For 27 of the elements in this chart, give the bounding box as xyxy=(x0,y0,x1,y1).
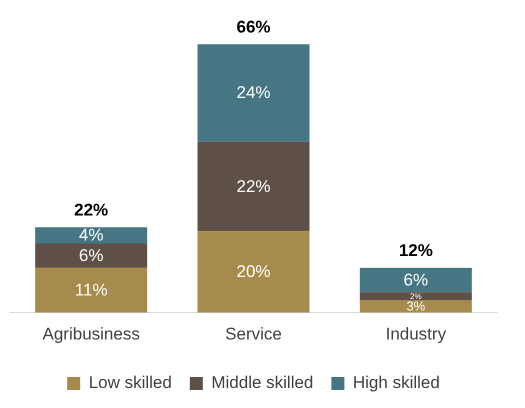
data-label: 11% xyxy=(74,280,108,300)
legend-label: Middle skilled xyxy=(211,373,314,392)
bar xyxy=(35,227,148,244)
bar xyxy=(197,142,310,232)
total-label: 66% xyxy=(236,17,271,36)
data-label: 22% xyxy=(236,176,271,196)
bar xyxy=(197,44,310,142)
x-tick-label: Industry xyxy=(386,324,447,344)
data-label: 20% xyxy=(236,262,271,282)
bar xyxy=(360,268,472,292)
legend-label: Low skilled xyxy=(88,373,172,392)
total-label: 12% xyxy=(398,241,433,260)
bar xyxy=(35,243,148,268)
x-tick-label: Service xyxy=(225,324,282,344)
data-label: 3% xyxy=(406,298,426,314)
data-label: 4% xyxy=(78,226,104,245)
x-tick-label: Agribusiness xyxy=(42,324,140,344)
bar xyxy=(35,268,148,313)
legend-label: High skilled xyxy=(352,373,440,392)
bar xyxy=(360,292,472,300)
data-label: 6% xyxy=(78,246,104,265)
bar xyxy=(197,231,310,313)
data-label: 6% xyxy=(404,270,428,290)
total-label: 22% xyxy=(74,200,108,220)
bar xyxy=(360,300,472,313)
data-label: 2% xyxy=(410,292,422,302)
data-label: 24% xyxy=(236,83,271,102)
